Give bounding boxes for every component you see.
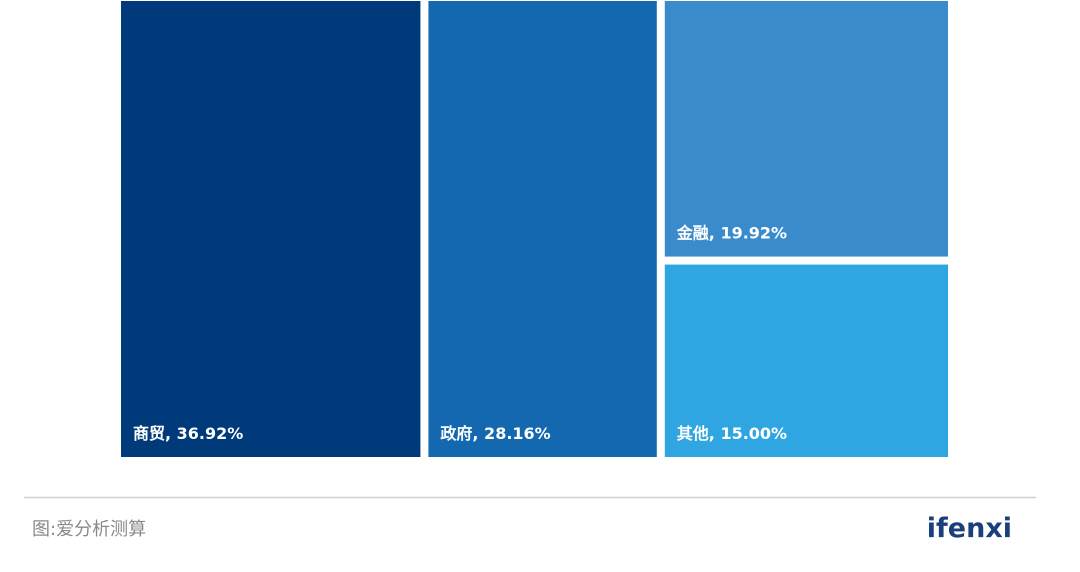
tile — [121, 1, 421, 457]
tile — [664, 264, 948, 457]
logo: ifenxi — [927, 513, 1012, 544]
tile-label: 商贸, 36.92% — [133, 424, 243, 443]
tile — [664, 1, 948, 257]
tile-label: 政府, 28.16% — [440, 424, 550, 443]
tile-label: 其他, 15.00% — [677, 424, 787, 443]
tile-label: 金融, 19.92% — [676, 224, 787, 243]
source: 图:爱分析测算 — [32, 519, 146, 540]
tile — [428, 1, 657, 457]
